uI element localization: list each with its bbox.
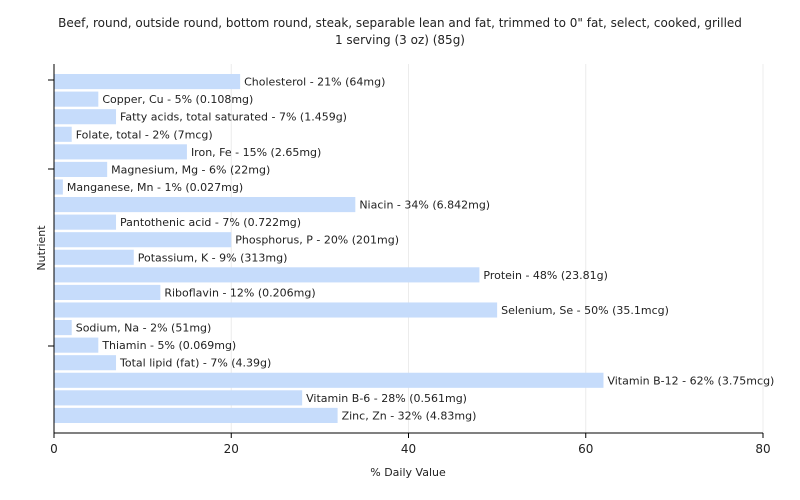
bar-label-4: Folate, total - 2% (7mcg) bbox=[76, 128, 213, 141]
bar-label-8: Niacin - 34% (6.842mg) bbox=[359, 199, 490, 212]
bar-label-15: Sodium, Na - 2% (51mg) bbox=[76, 322, 212, 335]
bar-8 bbox=[54, 197, 356, 213]
bar-label-17: Total lipid (fat) - 7% (4.39g) bbox=[119, 357, 271, 370]
bar-12 bbox=[54, 267, 480, 283]
bar-6 bbox=[54, 161, 108, 177]
bar-label-7: Manganese, Mn - 1% (0.027mg) bbox=[67, 181, 243, 194]
bar-1 bbox=[54, 74, 241, 90]
x-tick-label-2: 40 bbox=[401, 442, 416, 456]
bar-label-13: Riboflavin - 12% (0.206mg) bbox=[164, 286, 315, 299]
x-tick-label-4: 80 bbox=[755, 442, 770, 456]
bar-20 bbox=[54, 407, 338, 423]
bar-label-19: Vitamin B-6 - 28% (0.561mg) bbox=[306, 392, 467, 405]
chart-subtitle: 1 serving (3 oz) (85g) bbox=[335, 33, 465, 47]
bar-19 bbox=[54, 390, 303, 406]
bar-label-12: Protein - 48% (23.81g) bbox=[483, 269, 608, 282]
bar-label-20: Zinc, Zn - 32% (4.83mg) bbox=[342, 409, 477, 422]
grid bbox=[230, 64, 764, 433]
bar-label-9: Pantothenic acid - 7% (0.722mg) bbox=[120, 216, 301, 229]
bar-label-14: Selenium, Se - 50% (35.1mcg) bbox=[501, 304, 669, 317]
x-tick-label-3: 60 bbox=[578, 442, 593, 456]
bar-label-18: Vitamin B-12 - 62% (3.75mcg) bbox=[607, 374, 774, 387]
bar-14 bbox=[54, 302, 498, 318]
bar-15 bbox=[54, 320, 72, 336]
bar-label-3: Fatty acids, total saturated - 7% (1.459… bbox=[120, 111, 347, 124]
bar-label-6: Magnesium, Mg - 6% (22mg) bbox=[111, 163, 270, 176]
bar-16 bbox=[54, 337, 99, 353]
bar-13 bbox=[54, 284, 161, 300]
bar-2 bbox=[54, 91, 99, 107]
bar-label-5: Iron, Fe - 15% (2.65mg) bbox=[191, 146, 321, 159]
x-axis-label: % Daily Value bbox=[370, 466, 446, 479]
x-tick-label-0: 0 bbox=[50, 442, 58, 456]
bar-18 bbox=[54, 372, 604, 388]
bar-label-2: Copper, Cu - 5% (0.108mg) bbox=[102, 93, 253, 106]
bar-10 bbox=[54, 232, 232, 248]
bar-label-11: Potassium, K - 9% (313mg) bbox=[138, 251, 288, 264]
bar-7 bbox=[54, 179, 63, 195]
bar-17 bbox=[54, 355, 117, 371]
bar-label-16: Thiamin - 5% (0.069mg) bbox=[101, 339, 236, 352]
bar-4 bbox=[54, 126, 72, 142]
chart-title: Beef, round, outside round, bottom round… bbox=[58, 16, 742, 30]
bar-11 bbox=[54, 249, 134, 265]
bar-9 bbox=[54, 214, 117, 230]
y-axis-label: Nutrient bbox=[35, 225, 48, 271]
axes: 0 20 40 60 80 bbox=[48, 64, 771, 456]
bar-3 bbox=[54, 109, 117, 125]
bar-5 bbox=[54, 144, 187, 160]
bars: Cholesterol - 21% (64mg) Copper, Cu - 5% … bbox=[54, 74, 774, 423]
x-tick-label-1: 20 bbox=[224, 442, 239, 456]
bar-label-1: Cholesterol - 21% (64mg) bbox=[244, 76, 385, 89]
bar-label-10: Phosphorus, P - 20% (201mg) bbox=[235, 234, 399, 247]
